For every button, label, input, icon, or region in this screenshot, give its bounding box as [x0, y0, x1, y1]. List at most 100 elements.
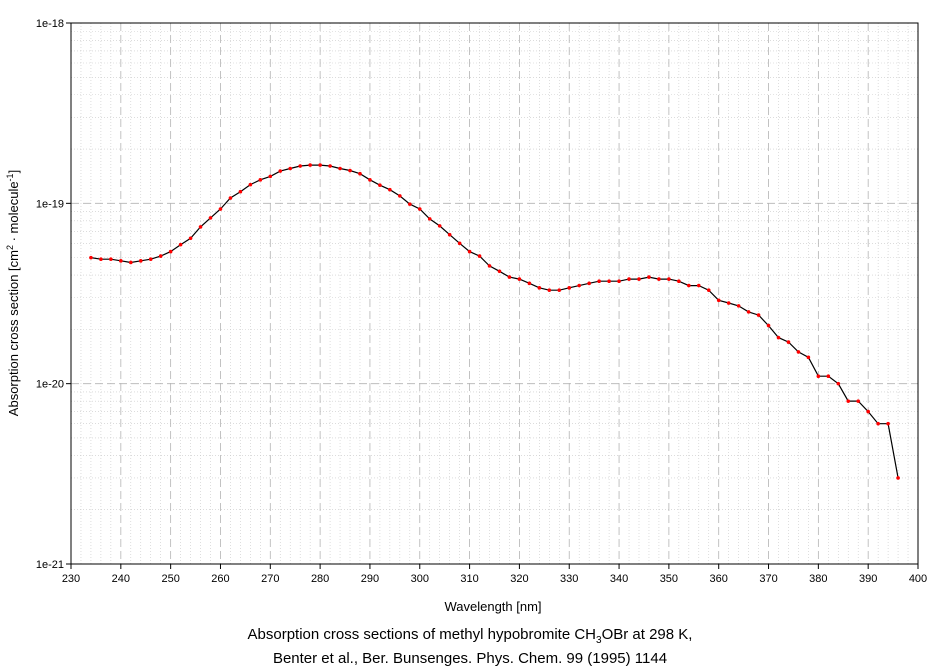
y-axis-label-main: Absorption cross section [cm [6, 250, 21, 416]
x-tick-label: 240 [112, 573, 130, 585]
data-point [736, 304, 741, 308]
data-point [188, 236, 193, 241]
data-point [696, 283, 701, 288]
data-point [318, 163, 322, 167]
data-point [667, 277, 671, 281]
data-point [637, 277, 641, 281]
data-point [268, 174, 273, 179]
data-point [477, 254, 482, 258]
data-point [776, 335, 781, 340]
x-tick-label: 260 [211, 573, 229, 585]
data-point [89, 255, 93, 260]
data-point [238, 189, 243, 194]
data-point [398, 194, 402, 198]
x-tick-label: 250 [161, 573, 179, 585]
data-point [338, 166, 342, 171]
data-point [866, 409, 870, 414]
data-point [388, 187, 392, 192]
x-tick-label: 350 [660, 573, 678, 585]
data-point [816, 374, 821, 379]
x-tick-label: 310 [460, 573, 478, 585]
data-point [208, 216, 213, 220]
data-point [417, 207, 422, 211]
data-point [627, 277, 631, 281]
y-axis-label-exp1: 2 [5, 245, 15, 250]
data-point [577, 283, 581, 288]
data-point [437, 224, 442, 228]
data-point [856, 399, 861, 403]
data-point [746, 310, 751, 314]
data-point [826, 374, 831, 379]
y-tick-label: 1e-21 [36, 559, 64, 571]
data-point [786, 340, 791, 344]
data-series-line [90, 164, 899, 479]
data-point [597, 279, 601, 284]
data-point [507, 275, 512, 279]
data-point [408, 202, 412, 206]
data-point [497, 269, 502, 274]
data-series-markers [89, 163, 900, 480]
major-gridlines [71, 23, 918, 564]
data-point [527, 281, 532, 286]
data-point [158, 254, 163, 258]
x-tick-label: 360 [710, 573, 728, 585]
data-point [168, 249, 173, 254]
data-point [487, 264, 492, 268]
x-tick-label: 370 [759, 573, 777, 585]
data-point [756, 313, 761, 317]
data-point [457, 241, 462, 246]
data-point [806, 355, 811, 360]
data-point [298, 164, 302, 168]
x-tick-label: 340 [610, 573, 628, 585]
data-point [427, 217, 432, 221]
data-point [796, 350, 801, 354]
data-point [537, 286, 542, 290]
data-point [716, 298, 721, 303]
data-point [228, 196, 233, 200]
data-point [726, 301, 731, 305]
x-tick-label: 280 [311, 573, 329, 585]
data-point [378, 183, 382, 188]
data-point [128, 260, 133, 265]
x-tick-label: 290 [361, 573, 379, 585]
data-point [328, 164, 332, 168]
caption-line-1-sub: 3 [596, 635, 602, 646]
caption-line-1: Absorption cross sections of methyl hypo… [0, 626, 940, 646]
minor-gridlines [71, 23, 918, 564]
plot-frame [70, 22, 919, 565]
x-tick-label: 300 [411, 573, 429, 585]
data-point [99, 257, 103, 262]
y-axis-label-mid: · molecule [6, 181, 21, 245]
data-point [348, 168, 352, 173]
data-point [278, 169, 283, 173]
data-point [617, 279, 621, 284]
data-point [836, 381, 841, 386]
x-tick-label: 270 [261, 573, 279, 585]
data-point [677, 279, 681, 284]
series-line [90, 164, 899, 479]
data-point [308, 163, 312, 167]
y-tick-label: 1e-20 [36, 379, 64, 391]
data-point [896, 476, 900, 480]
data-point [358, 171, 362, 176]
data-point [178, 242, 183, 247]
data-point [846, 399, 851, 403]
caption-line-2: Benter et al., Ber. Bunsenges. Phys. Che… [272, 650, 668, 667]
data-point [368, 178, 372, 182]
x-tick-label: 400 [909, 573, 927, 585]
x-tick-label: 230 [62, 573, 80, 585]
y-tick-labels: 1e-21 1e-20 1e-19 1e-18 [36, 18, 64, 571]
data-point [706, 288, 711, 292]
x-tick-label: 320 [510, 573, 528, 585]
data-point [886, 421, 890, 426]
data-point [766, 323, 771, 328]
caption-line-1-post: OBr at 298 K, [601, 626, 693, 643]
x-tick-labels: 230 240 250 260 270 280 290 300 310 320 330 340 350 3… [62, 573, 927, 585]
x-tick-label: 380 [809, 573, 827, 585]
y-tick-label: 1e-18 [36, 18, 64, 30]
x-tick-label: 330 [560, 573, 578, 585]
x-axis-label: Wavelength [nm] [444, 599, 541, 614]
data-point [258, 178, 263, 182]
y-tick-label: 1e-19 [36, 198, 64, 210]
